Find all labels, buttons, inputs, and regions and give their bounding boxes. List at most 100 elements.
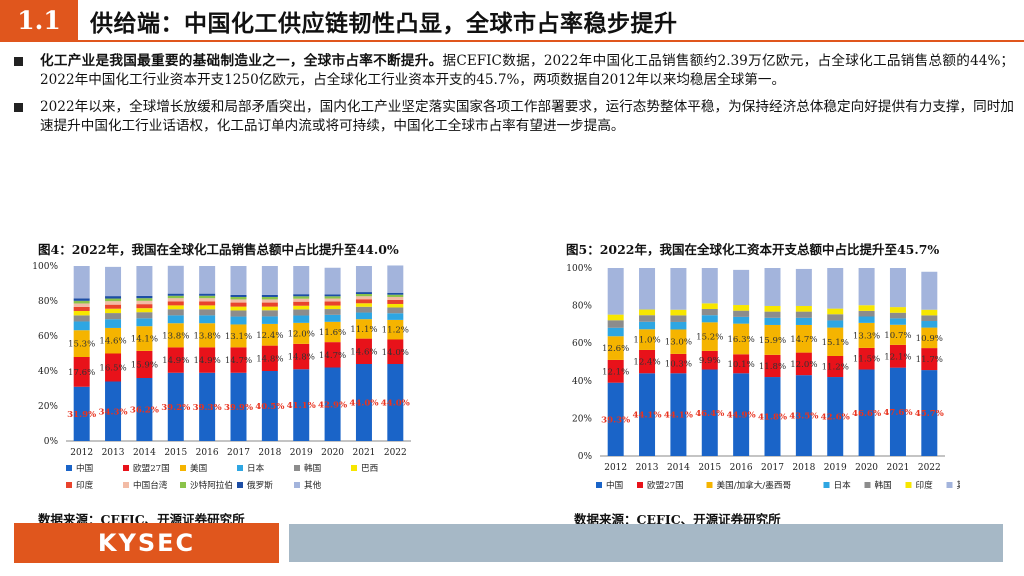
data-label: 16.5%: [99, 364, 126, 374]
data-label: 10.3%: [665, 360, 692, 370]
legend-label: 印度: [916, 479, 934, 491]
y-tick-label: 40%: [38, 367, 58, 377]
bar-segment: [387, 296, 404, 300]
bar-segment: [199, 305, 216, 310]
bar-segment: [387, 292, 404, 295]
data-label: 13.1%: [225, 332, 252, 342]
x-tick-label: 2017: [227, 448, 250, 458]
data-label: 10.7%: [884, 331, 911, 341]
data-label: 15.9%: [131, 360, 158, 370]
bar-segment: [293, 309, 310, 316]
bar-segment: [858, 347, 875, 370]
bar-segment: [764, 317, 781, 325]
bar-segment: [167, 293, 184, 296]
data-label: 11.2%: [382, 326, 409, 336]
bar-segment: [921, 271, 938, 310]
bar-segment: [889, 367, 906, 456]
bar-segment: [827, 355, 844, 378]
square-bullet-icon: [14, 103, 23, 112]
bar-segment: [858, 316, 875, 323]
bar-segment: [136, 304, 153, 309]
data-label: 11.0%: [633, 336, 660, 346]
x-tick-label: 2016: [730, 463, 753, 473]
data-label: 13.0%: [665, 338, 692, 348]
data-label: 11.8%: [759, 362, 786, 372]
data-label: 11.6%: [319, 328, 346, 338]
bar-segment: [921, 370, 938, 456]
bar-segment: [921, 348, 938, 371]
bar-segment: [199, 309, 216, 316]
data-label: 44.9%: [727, 411, 756, 421]
data-label: 42.6%: [821, 413, 850, 423]
bar-segment: [921, 321, 938, 328]
data-label: 14.0%: [382, 348, 409, 358]
bar-segment: [293, 322, 310, 344]
bar-segment: [136, 326, 153, 351]
y-tick-label: 60%: [38, 332, 58, 342]
bar-segment: [607, 359, 624, 383]
bar-segment: [261, 316, 278, 324]
bar-segment: [795, 311, 812, 318]
bar-segment: [293, 315, 310, 323]
bar-segment: [293, 296, 310, 299]
bar-segment: [639, 321, 656, 330]
bar-segment: [105, 353, 122, 382]
legend-swatch: [294, 465, 300, 471]
bar-segment: [261, 294, 278, 297]
bar-segment: [73, 300, 90, 304]
bar-segment: [293, 343, 310, 370]
bar-segment: [199, 372, 216, 441]
bar-segment: [167, 309, 184, 316]
bar-segment: [293, 266, 310, 295]
data-label: 47.6%: [883, 408, 912, 418]
y-tick-label: 100%: [32, 262, 58, 272]
bar-segment: [670, 268, 687, 310]
bar-segment: [324, 342, 341, 368]
bar-segment: [701, 268, 718, 304]
legend-label: 俄罗斯: [247, 479, 273, 491]
x-tick-label: 2022: [384, 448, 407, 458]
data-label: 14.6%: [99, 337, 126, 347]
bar-segment: [324, 296, 341, 299]
x-tick-label: 2015: [698, 463, 721, 473]
bar-segment: [921, 309, 938, 316]
bar-segment: [355, 306, 372, 313]
bar-segment: [324, 314, 341, 322]
y-tick-label: 80%: [38, 297, 58, 307]
bar-segment: [639, 329, 656, 350]
bar-segment: [764, 377, 781, 456]
bar-segment: [199, 266, 216, 294]
bar-segment: [324, 267, 341, 295]
data-label: 39.3%: [601, 415, 630, 425]
footer-bar: [289, 524, 1003, 562]
x-tick-label: 2018: [792, 463, 815, 473]
bar-segment: [764, 311, 781, 318]
bar-segment: [324, 298, 341, 302]
bar-segment: [230, 294, 247, 297]
bar-segment: [795, 305, 812, 312]
data-label: 15.9%: [759, 336, 786, 346]
x-tick-label: 2015: [164, 448, 187, 458]
bar-segment: [261, 296, 278, 300]
bar-segment: [230, 316, 247, 325]
bar-segment: [733, 323, 750, 355]
bar-segment: [355, 319, 372, 339]
bar-segment: [199, 295, 216, 299]
bar-segment: [261, 266, 278, 295]
legend-swatch: [706, 482, 713, 488]
legend-swatch: [237, 482, 243, 488]
bar-segment: [167, 305, 184, 310]
bar-segment: [136, 318, 153, 327]
x-tick-label: 2013: [636, 463, 659, 473]
bar-segment: [73, 357, 90, 387]
bar-segment: [73, 330, 90, 357]
bar-segment: [136, 308, 153, 313]
x-tick-label: 2017: [761, 463, 784, 473]
data-label: 15.1%: [822, 338, 849, 348]
bar-segment: [167, 265, 184, 294]
bar-segment: [261, 299, 278, 303]
bar-segment: [387, 313, 404, 320]
data-label: 11.7%: [916, 355, 943, 365]
x-tick-label: 2013: [102, 448, 125, 458]
bar-segment: [387, 319, 404, 340]
